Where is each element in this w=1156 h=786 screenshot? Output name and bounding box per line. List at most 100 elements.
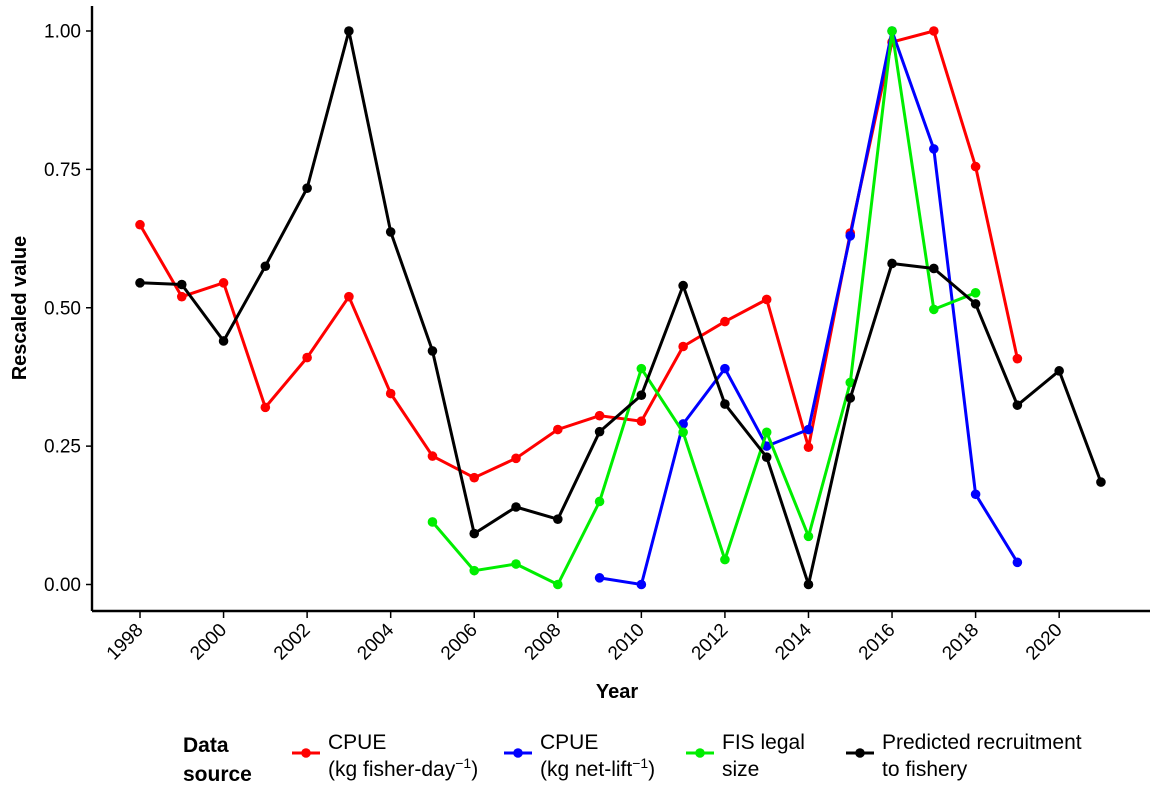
data-point-fis-legal-size	[636, 363, 647, 374]
data-point-fis-legal-size	[553, 579, 563, 590]
legend-title-line2: source	[183, 763, 252, 786]
series-line-cpue-net-lift	[599, 29, 1019, 586]
data-point-predicted-recruitment	[469, 528, 480, 539]
legend-label-line2: (kg net-lift−1)	[540, 755, 655, 781]
legend-key-point-cpue-net-lift	[513, 748, 523, 758]
data-point-predicted-recruitment	[1054, 366, 1064, 376]
data-point-cpue-fisher-day	[970, 161, 981, 172]
data-point-cpue-fisher-day	[761, 294, 772, 305]
y-axis-title: Rescaled value	[9, 236, 31, 381]
data-point-predicted-recruitment	[1096, 477, 1106, 487]
data-point-fis-legal-size	[970, 288, 981, 298]
data-point-predicted-recruitment	[887, 258, 897, 269]
data-point-predicted-recruitment	[176, 279, 187, 290]
legend-label-line1: CPUE	[540, 731, 598, 754]
data-point-cpue-fisher-day	[594, 410, 605, 421]
data-point-predicted-recruitment	[260, 261, 271, 272]
x-tick-label: 2016	[855, 620, 900, 665]
x-tick-label: 2000	[186, 620, 231, 665]
data-point-cpue-fisher-day	[929, 26, 939, 36]
legend-label-line1: FIS legal	[722, 731, 805, 754]
data-point-fis-legal-size	[678, 427, 688, 438]
data-point-cpue-fisher-day	[135, 219, 145, 230]
data-point-predicted-recruitment	[970, 299, 981, 309]
plot-area: 0.00 0.25 0.50 0.75 1.00 1998 2000 2002 2004 2006…	[44, 6, 1150, 664]
legend-label-line2: (kg fisher-day−1)	[328, 755, 478, 781]
y-tick-label: 0.50	[44, 298, 81, 319]
data-point-predicted-recruitment	[636, 390, 647, 401]
x-tick-label: 2006	[437, 620, 482, 665]
legend-key-point-cpue-fisher-day	[301, 748, 311, 758]
data-point-predicted-recruitment	[761, 452, 772, 462]
data-point-cpue-net-lift	[803, 424, 814, 435]
x-tick-label: 1998	[103, 620, 148, 665]
data-point-fis-legal-size	[887, 26, 897, 36]
x-tick-label: 2014	[771, 619, 816, 664]
legend-label-line2: size	[722, 758, 759, 781]
x-tick-label: 2012	[688, 620, 733, 665]
data-point-predicted-recruitment	[385, 227, 396, 237]
data-point-predicted-recruitment	[845, 393, 856, 403]
legend-label-line1: Predicted recruitment	[882, 731, 1082, 754]
data-point-predicted-recruitment	[594, 426, 605, 437]
legend-key-point-fis-legal-size	[695, 748, 705, 758]
data-point-fis-legal-size	[845, 377, 856, 388]
data-point-predicted-recruitment	[553, 514, 563, 524]
data-point-cpue-fisher-day	[803, 442, 814, 453]
data-point-cpue-fisher-day	[469, 472, 480, 483]
legend-title-line1: Data	[183, 734, 229, 757]
data-point-cpue-net-lift	[845, 230, 856, 241]
legend-key-point-predicted-recruitment	[855, 748, 865, 758]
x-tick-label: 2008	[521, 620, 566, 665]
x-tick-label: 2004	[353, 619, 398, 664]
y-tick-label: 0.75	[44, 160, 81, 181]
data-point-predicted-recruitment	[135, 278, 145, 288]
data-point-fis-legal-size	[803, 531, 814, 542]
data-point-cpue-fisher-day	[678, 341, 688, 352]
data-point-fis-legal-size	[511, 559, 521, 569]
legend-label-line2: to fishery	[882, 758, 968, 781]
data-point-cpue-fisher-day	[218, 278, 229, 288]
x-tick-label: 2020	[1022, 620, 1067, 665]
data-point-cpue-fisher-day	[553, 424, 563, 435]
data-point-cpue-net-lift	[929, 144, 939, 154]
data-point-cpue-fisher-day	[385, 388, 396, 399]
data-point-fis-legal-size	[469, 565, 480, 576]
series-line-predicted-recruitment	[139, 29, 1103, 586]
x-tick-label: 2002	[270, 620, 315, 665]
legend-label-line1: CPUE	[328, 731, 386, 754]
data-point-predicted-recruitment	[511, 502, 521, 512]
data-point-predicted-recruitment	[929, 263, 939, 274]
y-tick-label: 1.00	[44, 22, 81, 43]
data-point-cpue-fisher-day	[302, 352, 312, 363]
data-point-cpue-fisher-day	[176, 291, 187, 302]
data-point-cpue-net-lift	[1012, 557, 1023, 568]
x-tick-label: 2018	[938, 620, 983, 665]
data-point-cpue-net-lift	[594, 573, 605, 583]
y-tick-label: 0.25	[44, 437, 81, 458]
data-point-cpue-fisher-day	[427, 451, 438, 461]
data-point-predicted-recruitment	[720, 399, 730, 409]
data-point-predicted-recruitment	[678, 280, 688, 291]
data-point-cpue-net-lift	[636, 579, 647, 590]
data-point-predicted-recruitment	[427, 346, 438, 356]
data-point-fis-legal-size	[720, 554, 730, 565]
data-point-cpue-fisher-day	[260, 402, 271, 413]
data-point-predicted-recruitment	[1012, 400, 1023, 410]
data-point-predicted-recruitment	[218, 336, 229, 346]
data-point-predicted-recruitment	[344, 26, 354, 36]
data-point-fis-legal-size	[929, 304, 939, 315]
data-point-cpue-fisher-day	[511, 453, 521, 464]
x-axis-title: Year	[596, 681, 638, 703]
data-point-cpue-net-lift	[720, 363, 730, 374]
x-tick-label: 2010	[604, 620, 649, 665]
series-line-fis-legal-size	[431, 29, 977, 586]
data-point-fis-legal-size	[594, 496, 605, 507]
y-tick-label: 0.00	[44, 575, 81, 596]
data-point-predicted-recruitment	[302, 183, 312, 193]
data-point-predicted-recruitment	[803, 579, 814, 590]
data-point-fis-legal-size	[427, 517, 438, 527]
data-point-fis-legal-size	[761, 427, 772, 438]
